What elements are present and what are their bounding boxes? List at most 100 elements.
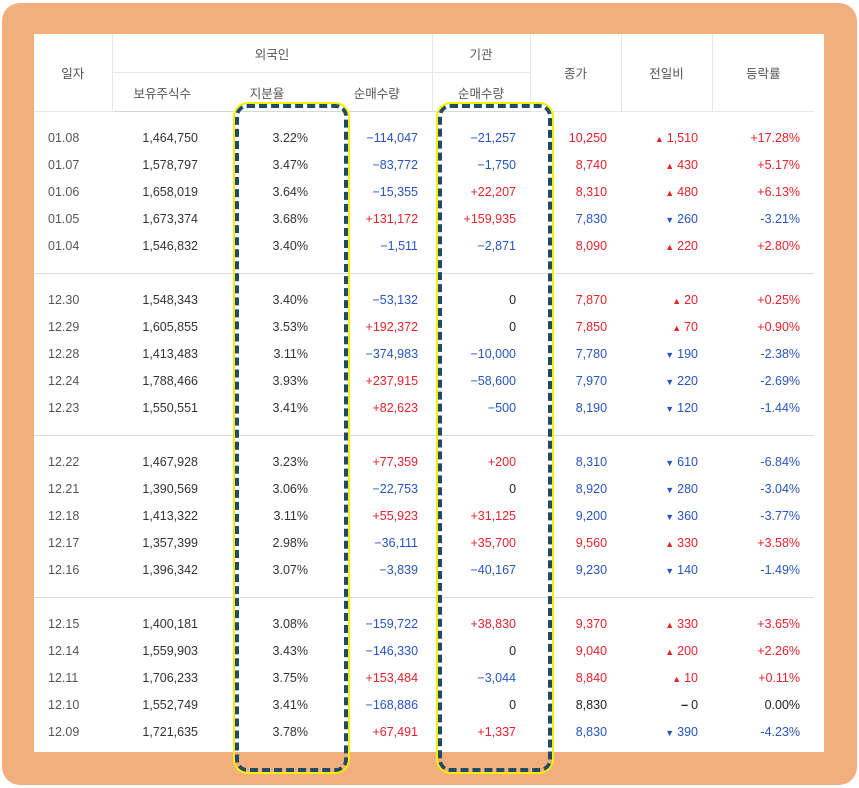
highlight-ratio-column bbox=[233, 102, 350, 774]
change-value: 330 bbox=[677, 616, 699, 631]
up-triangle-icon: ▲ bbox=[665, 619, 675, 630]
cell-inst-net: −500 bbox=[487, 400, 517, 415]
cell-inst-net: +159,935 bbox=[463, 211, 517, 226]
cell-holdings: 1,552,749 bbox=[142, 697, 198, 712]
cell-date: 01.07 bbox=[48, 157, 80, 172]
cell-holdings: 1,390,569 bbox=[142, 481, 198, 496]
cell-inst-net: +1,337 bbox=[477, 724, 517, 739]
cell-foreign-net: −83,772 bbox=[372, 157, 419, 172]
cell-foreign-net: +82,623 bbox=[372, 400, 419, 415]
cell-change: ▲ 20 bbox=[621, 286, 712, 313]
group-spacer bbox=[34, 598, 814, 611]
cell-close: 7,780 bbox=[575, 346, 608, 361]
cell-ratio: 3.08% bbox=[272, 616, 308, 631]
table-row: 12.30 1,548,343 3.40% −53,132 0 7,870 ▲ 20 +0.25… bbox=[34, 286, 814, 313]
cell-close: 7,830 bbox=[575, 211, 608, 226]
cell-holdings: 1,550,551 bbox=[142, 400, 198, 415]
cell-foreign-net: +237,915 bbox=[365, 373, 419, 388]
cell-ratio: 2.98% bbox=[272, 535, 308, 550]
cell-rate: +0.11% bbox=[758, 670, 801, 685]
cell-ratio: 3.53% bbox=[272, 319, 308, 334]
table-row: 12.29 1,605,855 3.53% +192,372 0 7,850 ▲ 70 +0.9… bbox=[34, 313, 814, 340]
change-value: 280 bbox=[677, 481, 699, 496]
cell-holdings: 1,400,181 bbox=[142, 616, 198, 631]
change-value: 610 bbox=[677, 454, 699, 469]
cell-rate: -4.23% bbox=[760, 724, 801, 739]
cell-foreign-net: +131,172 bbox=[365, 211, 419, 226]
cell-close: 8,310 bbox=[575, 184, 608, 199]
group-spacer bbox=[34, 274, 814, 287]
investor-trading-table: 일자 외국인 기관 종가 전일비 등락률 보유주식수 지분율 순매수량 순매수량… bbox=[34, 34, 815, 745]
cell-rate: +0.25% bbox=[757, 292, 801, 307]
cell-date: 12.11 bbox=[48, 670, 79, 685]
cell-close: 8,310 bbox=[575, 454, 608, 469]
cell-change: ▼ 390 bbox=[621, 718, 712, 745]
change-value: 220 bbox=[677, 238, 699, 253]
cell-close: 8,740 bbox=[575, 157, 608, 172]
cell-rate: -3.21% bbox=[760, 211, 801, 226]
cell-close: 9,230 bbox=[575, 562, 608, 577]
cell-close: 9,200 bbox=[575, 508, 608, 523]
cell-foreign-net: −22,753 bbox=[372, 481, 419, 496]
cell-rate: -3.77% bbox=[760, 508, 801, 523]
cell-holdings: 1,721,635 bbox=[142, 724, 198, 739]
cell-rate: +17.28% bbox=[750, 130, 801, 145]
cell-change: ▲ 330 bbox=[621, 529, 712, 556]
up-triangle-icon: ▲ bbox=[654, 133, 664, 144]
cell-change: ▲ 220 bbox=[621, 232, 712, 259]
trading-table-panel: 일자 외국인 기관 종가 전일비 등락률 보유주식수 지분율 순매수량 순매수량… bbox=[34, 34, 824, 752]
change-value: 220 bbox=[677, 373, 699, 388]
cell-change: ▲ 430 bbox=[621, 151, 712, 178]
header-date: 일자 bbox=[34, 34, 112, 112]
change-value: 390 bbox=[677, 724, 699, 739]
down-triangle-icon: ▼ bbox=[665, 484, 675, 495]
cell-date: 12.30 bbox=[48, 292, 80, 307]
table-row: 01.08 1,464,750 3.22% −114,047 −21,257 10,250… bbox=[34, 124, 814, 151]
cell-inst-net: −21,257 bbox=[470, 130, 517, 145]
down-triangle-icon: ▼ bbox=[665, 565, 675, 576]
change-value: 70 bbox=[684, 319, 699, 334]
cell-ratio: 3.41% bbox=[272, 697, 308, 712]
cell-inst-net: +31,125 bbox=[470, 508, 517, 523]
table-row: 12.10 1,552,749 3.41% −168,886 0 8,830–0 0.00% bbox=[34, 691, 814, 718]
cell-rate: +6.13% bbox=[757, 184, 801, 199]
cell-date: 12.09 bbox=[48, 724, 80, 739]
cell-inst-net: −1,750 bbox=[477, 157, 517, 172]
cell-date: 12.23 bbox=[48, 400, 80, 415]
table-row: 12.28 1,413,483 3.11% −374,983 −10,000 7,780 ▼… bbox=[34, 340, 814, 367]
cell-change: ▲ 10 bbox=[621, 664, 712, 691]
cell-change: ▼ 140 bbox=[621, 556, 712, 583]
cell-holdings: 1,396,342 bbox=[142, 562, 198, 577]
table-row: 01.04 1,546,832 3.40% −1,511 −2,871 8,090 ▲ 220… bbox=[34, 232, 814, 259]
down-triangle-icon: ▼ bbox=[665, 349, 675, 360]
header-institution-group: 기관 bbox=[431, 34, 531, 73]
cell-change: ▲ 200 bbox=[621, 637, 712, 664]
cell-inst-net: −40,167 bbox=[470, 562, 517, 577]
cell-foreign-net: −159,722 bbox=[365, 616, 419, 631]
cell-change: ▼ 360 bbox=[621, 502, 712, 529]
change-value: 330 bbox=[677, 535, 699, 550]
cell-ratio: 3.40% bbox=[272, 238, 308, 253]
group-divider bbox=[34, 421, 815, 436]
cell-foreign-net: +55,923 bbox=[372, 508, 419, 523]
cell-close: 8,920 bbox=[575, 481, 608, 496]
cell-ratio: 3.64% bbox=[272, 184, 308, 199]
cell-inst-net: −10,000 bbox=[470, 346, 517, 361]
cell-close: 9,040 bbox=[575, 643, 608, 658]
cell-holdings: 1,706,233 bbox=[142, 670, 198, 685]
down-triangle-icon: ▼ bbox=[665, 403, 675, 414]
cell-ratio: 3.11% bbox=[273, 508, 308, 523]
cell-inst-net: +38,830 bbox=[470, 616, 517, 631]
cell-date: 12.29 bbox=[48, 319, 80, 334]
table-row: 12.11 1,706,233 3.75% +153,484 −3,044 8,840 ▲ 1… bbox=[34, 664, 814, 691]
cell-rate: -2.38% bbox=[760, 346, 801, 361]
cell-date: 12.14 bbox=[48, 643, 80, 658]
cell-change: ▼ 220 bbox=[621, 367, 712, 394]
group-spacer bbox=[34, 112, 814, 125]
cell-date: 12.15 bbox=[48, 616, 80, 631]
up-triangle-icon: ▲ bbox=[665, 241, 675, 252]
cell-holdings: 1,605,855 bbox=[142, 319, 198, 334]
cell-close: 10,250 bbox=[568, 130, 608, 145]
cell-inst-net: −2,871 bbox=[477, 238, 517, 253]
